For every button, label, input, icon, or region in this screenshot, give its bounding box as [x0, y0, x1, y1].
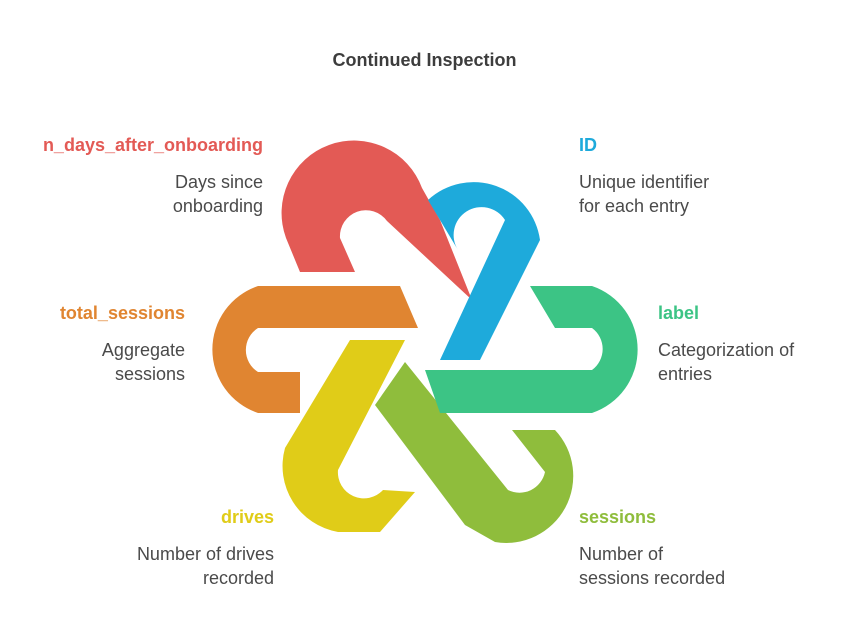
label-drives: drives: [220, 507, 274, 527]
desc-total-sessions: Aggregate sessions: [102, 338, 185, 386]
desc-id: Unique identifier for each entry: [579, 170, 709, 218]
diagram-title: Continued Inspection: [332, 50, 517, 70]
loop-n-days-after-onboarding: [281, 140, 472, 300]
desc-line: onboarding: [172, 196, 263, 216]
loop-id: [428, 182, 540, 360]
desc-line: Unique identifier: [579, 172, 710, 192]
desc-sessions: Number of sessions recorded: [579, 542, 725, 590]
loop-total-sessions: [212, 286, 418, 413]
label-label: label: [658, 303, 700, 323]
desc-line: sessions: [114, 364, 185, 384]
desc-line: Categorization of: [658, 340, 795, 360]
label-total-sessions: total_sessions: [59, 303, 185, 323]
desc-line: for each entry: [579, 196, 690, 216]
label-n-days-after-onboarding: n_days_after_onboarding: [42, 135, 263, 155]
desc-line: Days since: [174, 172, 263, 192]
desc-n-days-after-onboarding: Days since onboarding: [173, 170, 263, 218]
label-id: ID: [579, 135, 597, 155]
desc-line: sessions recorded: [579, 568, 726, 588]
loop-sessions: [375, 362, 574, 543]
desc-line: entries: [658, 364, 713, 384]
loop-label: [425, 286, 638, 413]
loop-drives: [282, 340, 415, 532]
desc-label: Categorization of entries: [658, 338, 794, 386]
desc-line: Number of: [579, 544, 664, 564]
desc-drives: Number of drives recorded: [137, 542, 274, 590]
label-sessions: sessions: [579, 507, 657, 527]
desc-line: recorded: [202, 568, 274, 588]
desc-line: Number of drives: [136, 544, 274, 564]
desc-line: Aggregate: [101, 340, 185, 360]
